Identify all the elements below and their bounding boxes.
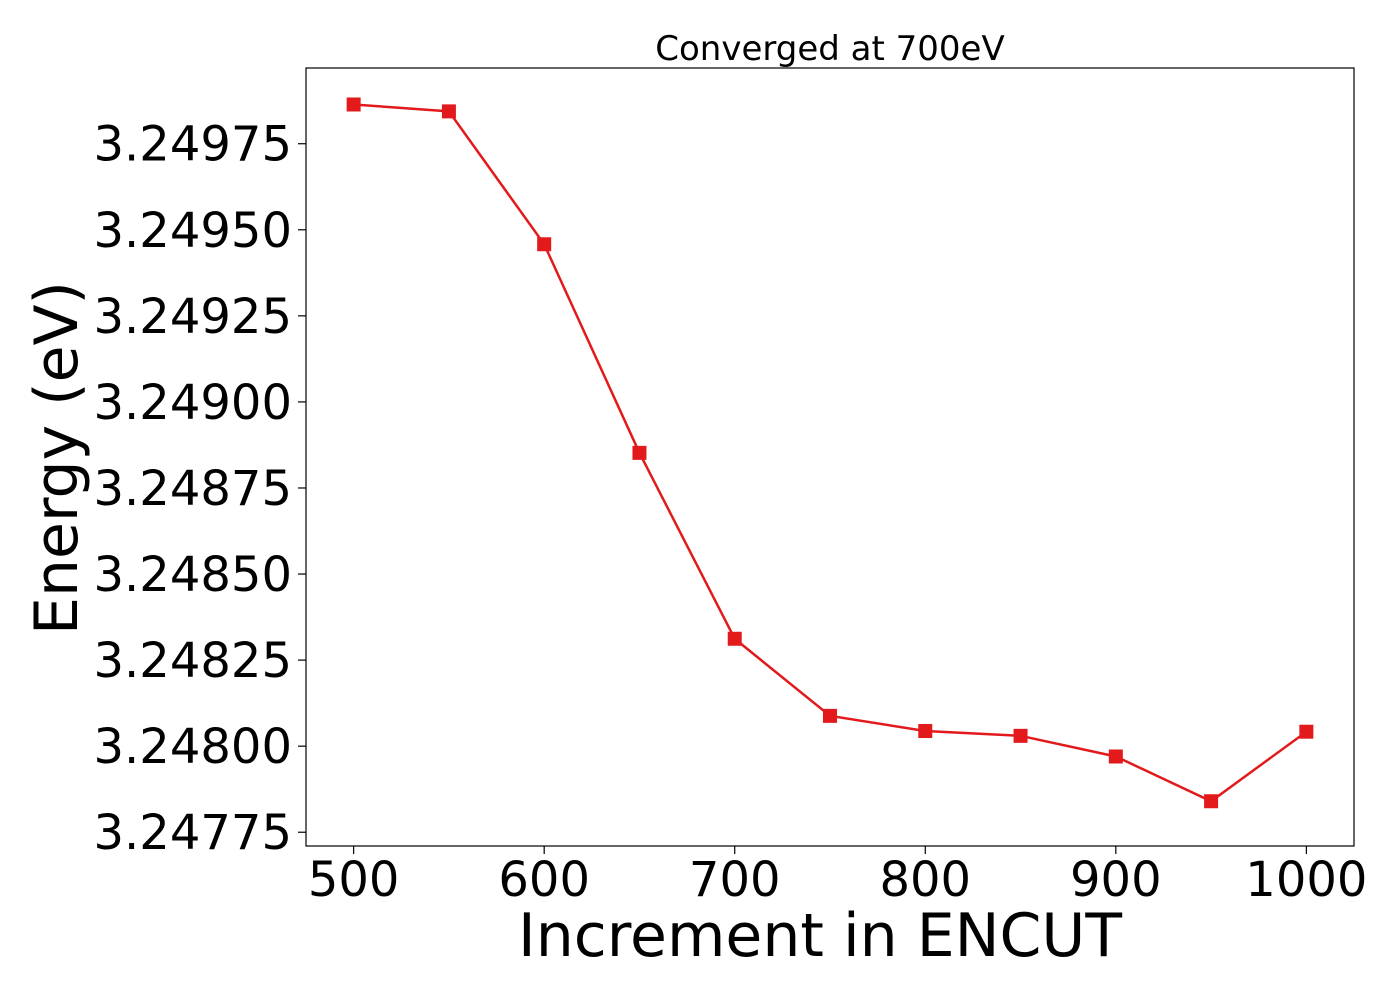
y-tick-label: 3.24800	[94, 719, 293, 775]
data-point-marker	[727, 631, 742, 646]
data-point-marker	[346, 97, 361, 112]
y-axis-label: Energy (eV)	[22, 281, 92, 635]
x-tick-label: 600	[498, 852, 590, 908]
data-point-marker	[1299, 724, 1314, 739]
y-tick-label: 3.24950	[94, 203, 293, 259]
data-point-marker	[1013, 728, 1028, 743]
data-point-marker	[1108, 749, 1123, 764]
y-axis: 3.24775 3.24800 3.24825 3.24850 3.24875 3.249…	[94, 117, 306, 861]
x-tick-label: 900	[1070, 852, 1162, 908]
y-tick-label: 3.24775	[94, 805, 293, 861]
data-point-marker	[441, 104, 456, 119]
x-tick-label: 1000	[1245, 852, 1367, 908]
x-tick-label: 800	[879, 852, 971, 908]
chart-title: Converged at 700eV	[655, 29, 1004, 69]
data-point-marker	[632, 445, 647, 460]
series-line	[353, 103, 1308, 803]
data-point-marker	[537, 237, 552, 252]
x-axis: 500 600 700 800 900 1000	[308, 846, 1367, 908]
x-tick-label: 700	[689, 852, 781, 908]
y-tick-label: 3.24875	[94, 461, 293, 517]
plot-area	[305, 67, 1355, 847]
y-tick-label: 3.24975	[94, 117, 293, 173]
y-tick-label: 3.24825	[94, 633, 293, 689]
x-axis-label: Increment in ENCUT	[518, 901, 1122, 971]
data-point-marker	[918, 724, 933, 739]
y-tick-label: 3.24925	[94, 289, 293, 345]
data-point-marker	[823, 708, 837, 723]
y-tick-label: 3.24900	[94, 375, 293, 431]
series-group	[346, 97, 1314, 809]
y-tick-label: 3.24850	[94, 547, 293, 603]
data-point-marker	[1204, 794, 1219, 809]
x-tick-label: 500	[308, 852, 400, 908]
